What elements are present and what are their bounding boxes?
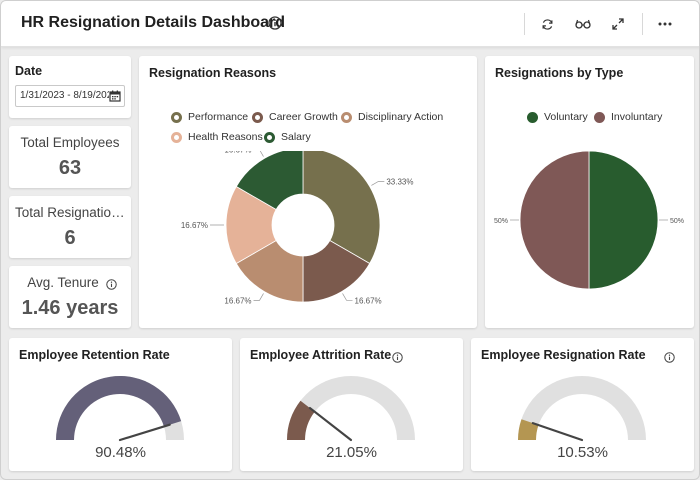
dashboard-title: HR Resignation Details Dashboard [21, 14, 286, 31]
reasons-legend: Performance Career Growth Disciplinary A… [171, 111, 471, 151]
gauge-value: 90.48% [95, 444, 146, 461]
more-icon [658, 22, 672, 26]
tenure-info-icon[interactable] [106, 277, 117, 295]
donut-leader-line [253, 293, 264, 301]
legend-item-salary[interactable]: Salary [264, 131, 311, 143]
total-employees-card: Total Employees 63 [9, 126, 131, 188]
donut-slice-performance[interactable] [302, 151, 381, 265]
pie-data-label: 50% [670, 218, 684, 225]
kpi-label: Total Employees [20, 135, 120, 150]
gauge-value: 21.05% [326, 444, 377, 461]
legend-item-health-reasons[interactable]: Health Reasons [171, 131, 263, 143]
resignation-reasons-donut: 33.33% 16.67% 16.67% 16.67% 16.67% [181, 151, 413, 305]
legend-swatch [527, 111, 538, 123]
legend-label: Performance [188, 111, 249, 123]
legend-item-performance[interactable]: Performance [171, 111, 248, 123]
attrition-rate-card: Employee Attrition Rate 21.05% [240, 338, 463, 471]
gauge-value: 10.53% [557, 444, 608, 461]
gauge-fill [287, 400, 315, 440]
refresh-button[interactable] [538, 15, 556, 33]
gauge-track [287, 376, 415, 440]
pie-slice-voluntary[interactable] [588, 150, 659, 290]
legend-swatch [264, 131, 275, 143]
donut-slice-salary[interactable] [235, 151, 304, 211]
refresh-icon [542, 18, 552, 30]
view-button[interactable] [574, 15, 592, 33]
avg-tenure-card: Avg. Tenure 1.46 years [9, 266, 131, 328]
pie-slice-involuntary[interactable] [519, 150, 590, 290]
card-title: Employee Retention Rate [19, 348, 170, 362]
donut-leader-line [259, 151, 264, 157]
header-separator [524, 13, 525, 35]
resignation-gauge [518, 376, 646, 442]
gauge-needle [118, 423, 171, 442]
legend-item-disciplinary-action[interactable]: Disciplinary Action [341, 111, 443, 123]
type-legend: Voluntary Involuntary [527, 111, 687, 131]
info-icon[interactable] [268, 16, 282, 35]
legend-item-career-growth[interactable]: Career Growth [252, 111, 338, 123]
pie-data-label: 50% [494, 218, 508, 225]
gauge-needle [531, 422, 584, 442]
date-range-value: 1/31/2023 - 8/19/2023 [20, 90, 118, 101]
card-title: Resignation Reasons [149, 66, 277, 80]
fullscreen-button[interactable] [609, 15, 627, 33]
kpi-value: 1.46 years [21, 297, 119, 319]
date-range-input[interactable]: 1/31/2023 - 8/19/2023 [15, 85, 125, 107]
legend-item-involuntary[interactable]: Involuntary [594, 111, 662, 123]
legend-label: Career Growth [269, 111, 338, 123]
resignations-by-type-card: Resignations by Type Voluntary Involunta… [485, 56, 694, 328]
donut-data-label: 16.67% [355, 296, 382, 305]
resignation-reasons-card: Resignation Reasons Performance Career G… [139, 56, 477, 328]
kpi-label: Total Resignations [15, 205, 126, 220]
card-title: Resignations by Type [495, 66, 624, 80]
donut-data-label: 33.33% [386, 177, 413, 186]
kpi-value: 63 [58, 157, 82, 179]
attrition-gauge [287, 376, 415, 442]
card-title: Employee Attrition Rate [250, 348, 392, 362]
resignations-by-type-pie: 50% 50% [494, 150, 684, 290]
legend-label: Voluntary [544, 111, 588, 123]
date-filter-card: Date 1/31/2023 - 8/19/2023 [9, 56, 131, 118]
resignation-rate-info-icon[interactable] [664, 350, 675, 368]
retention-gauge [56, 376, 184, 442]
retention-rate-card: Employee Retention Rate 90.48% [9, 338, 232, 471]
donut-data-label: 16.67% [181, 221, 208, 230]
more-options-button[interactable] [656, 15, 674, 33]
donut-slice-disciplinary-action[interactable] [235, 239, 304, 303]
header-separator [642, 13, 643, 35]
legend-swatch [171, 131, 182, 143]
calendar-icon[interactable] [109, 90, 121, 102]
donut-data-label: 16.67% [224, 296, 251, 305]
date-label: Date [15, 64, 43, 78]
donut-slice-career-growth[interactable] [302, 239, 371, 303]
legend-label: Involuntary [611, 111, 663, 123]
resignation-rate-card: Employee Resignation Rate 10.53% [471, 338, 694, 471]
legend-item-voluntary[interactable]: Voluntary [527, 111, 588, 123]
card-title: Employee Resignation Rate [481, 348, 646, 362]
donut-leader-line [371, 181, 385, 186]
legend-swatch [594, 111, 605, 123]
legend-label: Salary [281, 131, 311, 143]
legend-swatch [341, 111, 352, 123]
total-resignations-card: Total Resignations 6 [9, 196, 131, 258]
legend-label: Disciplinary Action [358, 111, 444, 123]
dashboard-header: HR Resignation Details Dashboard [1, 1, 699, 47]
gauge-track [518, 376, 646, 440]
glasses-icon [575, 19, 591, 29]
legend-swatch [252, 111, 263, 123]
legend-label: Health Reasons [188, 131, 263, 143]
gauge-needle [308, 406, 353, 442]
legend-swatch [171, 111, 182, 123]
donut-slice-health-reasons[interactable] [225, 185, 277, 265]
gauge-fill [56, 376, 182, 440]
expand-icon [612, 18, 624, 30]
donut-data-label: 16.67% [224, 151, 251, 155]
donut-leader-line [342, 293, 353, 301]
kpi-value: 6 [64, 227, 76, 249]
attrition-info-icon[interactable] [392, 350, 403, 368]
